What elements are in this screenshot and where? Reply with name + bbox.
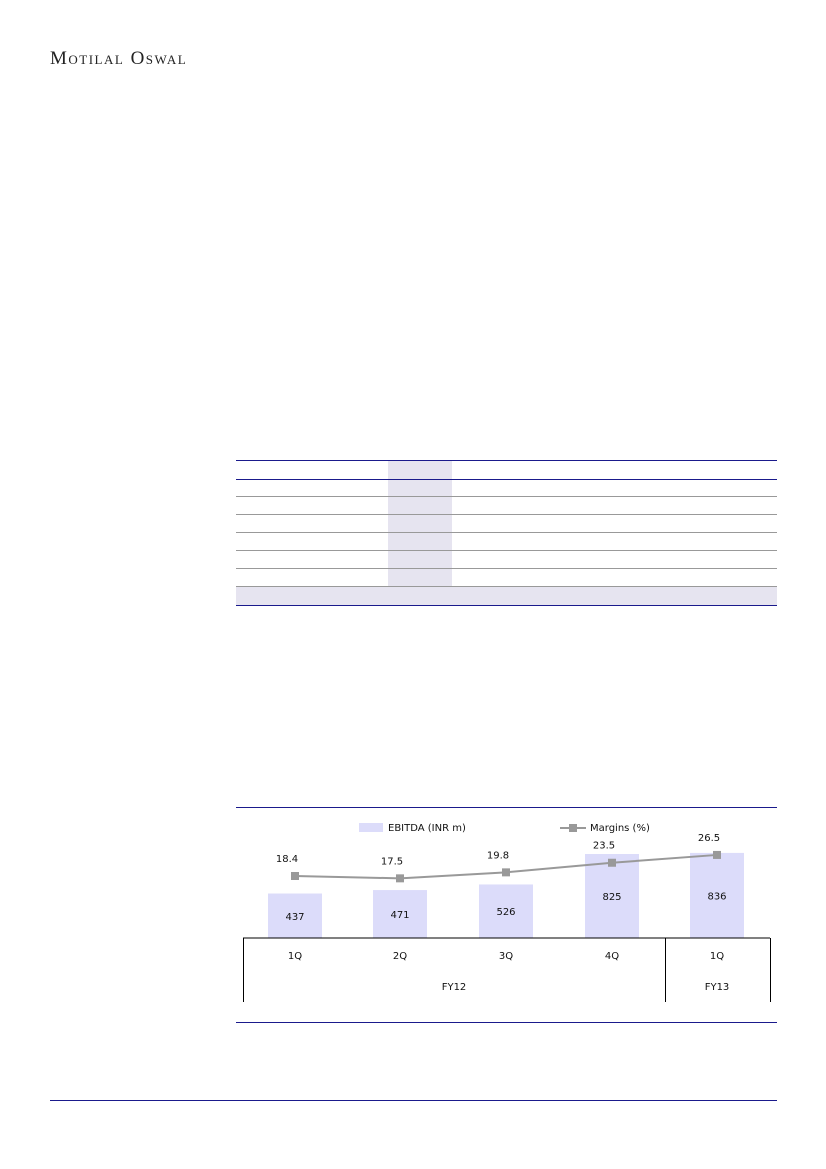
chart-bottom-rule <box>236 1022 777 1023</box>
table-header-rule <box>236 479 777 480</box>
table-row-rule <box>236 586 777 587</box>
chart-top-rule <box>236 807 777 808</box>
table-top-rule <box>236 460 777 461</box>
margin-point <box>608 858 616 867</box>
margin-point <box>713 850 721 859</box>
table-row-rule <box>236 514 777 515</box>
category-group-label: FY13 <box>705 982 730 993</box>
company-logo: Motilal Oswal <box>50 48 188 69</box>
category-tick-label: 1Q <box>288 951 302 962</box>
bar-ebitda <box>585 854 639 938</box>
bar-label: 825 <box>602 892 621 903</box>
margin-label: 23.5 <box>593 841 615 852</box>
margin-point <box>502 868 510 877</box>
legend-marker-margins <box>569 824 577 832</box>
legend-swatch-ebitda <box>359 823 383 832</box>
category-tick-label: 2Q <box>393 951 407 962</box>
bar-ebitda <box>479 884 533 938</box>
bar-ebitda <box>690 852 744 938</box>
margin-label: 18.4 <box>276 854 298 865</box>
category-tick-label: 1Q <box>710 951 724 962</box>
bar-label: 836 <box>707 891 726 902</box>
chart-legend: EBITDA (INR m) Margins (%) <box>359 823 650 834</box>
category-axis: 1Q 2Q 3Q 4Q 1Q FY12 FY13 <box>243 937 771 1002</box>
margin-label: 19.8 <box>487 850 509 861</box>
table-row-rule <box>236 568 777 569</box>
margin-label: 17.5 <box>381 856 403 867</box>
table-total-row <box>236 586 777 605</box>
category-tick-label: 3Q <box>499 951 513 962</box>
legend-label-ebitda: EBITDA (INR m) <box>388 823 466 834</box>
bar-ebitda <box>373 890 427 938</box>
margin-point <box>291 872 299 880</box>
table-row-rule <box>236 550 777 551</box>
table-row-rule <box>236 496 777 497</box>
bar-label: 437 <box>285 912 304 923</box>
table-highlight-column <box>388 461 452 586</box>
footer-rule <box>50 1100 777 1101</box>
bar-ebitda <box>268 893 322 938</box>
table-bottom-rule <box>236 605 777 606</box>
table-row-rule <box>236 532 777 533</box>
category-tick-label: 4Q <box>605 951 619 962</box>
category-group-label: FY12 <box>442 982 467 993</box>
bar-label: 526 <box>496 907 515 918</box>
margin-label: 26.5 <box>698 833 720 844</box>
legend-label-margins: Margins (%) <box>590 823 650 834</box>
bar-label: 471 <box>390 910 409 921</box>
margin-point <box>396 874 404 883</box>
